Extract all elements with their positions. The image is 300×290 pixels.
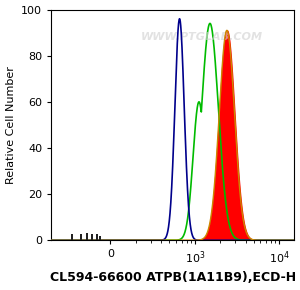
Bar [96,235,98,240]
Bar [85,233,88,240]
Bar [71,235,73,240]
Bar [80,234,82,240]
Y-axis label: Relative Cell Number: Relative Cell Number [6,66,16,184]
Bar [91,234,93,240]
X-axis label: CL594-66600 ATPB(1A11B9),ECD-H: CL594-66600 ATPB(1A11B9),ECD-H [50,271,296,284]
Bar [99,236,101,240]
Text: WWW.PTGLAB.COM: WWW.PTGLAB.COM [141,32,263,42]
